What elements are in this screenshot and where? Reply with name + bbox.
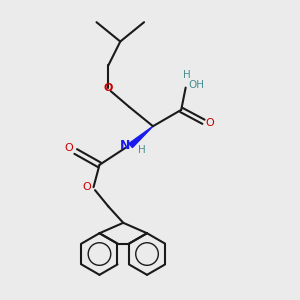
Text: H: H <box>138 145 146 155</box>
Polygon shape <box>129 126 153 148</box>
Text: O: O <box>206 118 214 128</box>
Text: O: O <box>65 143 74 153</box>
Text: OH: OH <box>188 80 204 90</box>
Text: O: O <box>104 82 113 93</box>
Text: H: H <box>183 70 191 80</box>
Text: O: O <box>82 182 91 192</box>
Text: N: N <box>120 139 130 152</box>
